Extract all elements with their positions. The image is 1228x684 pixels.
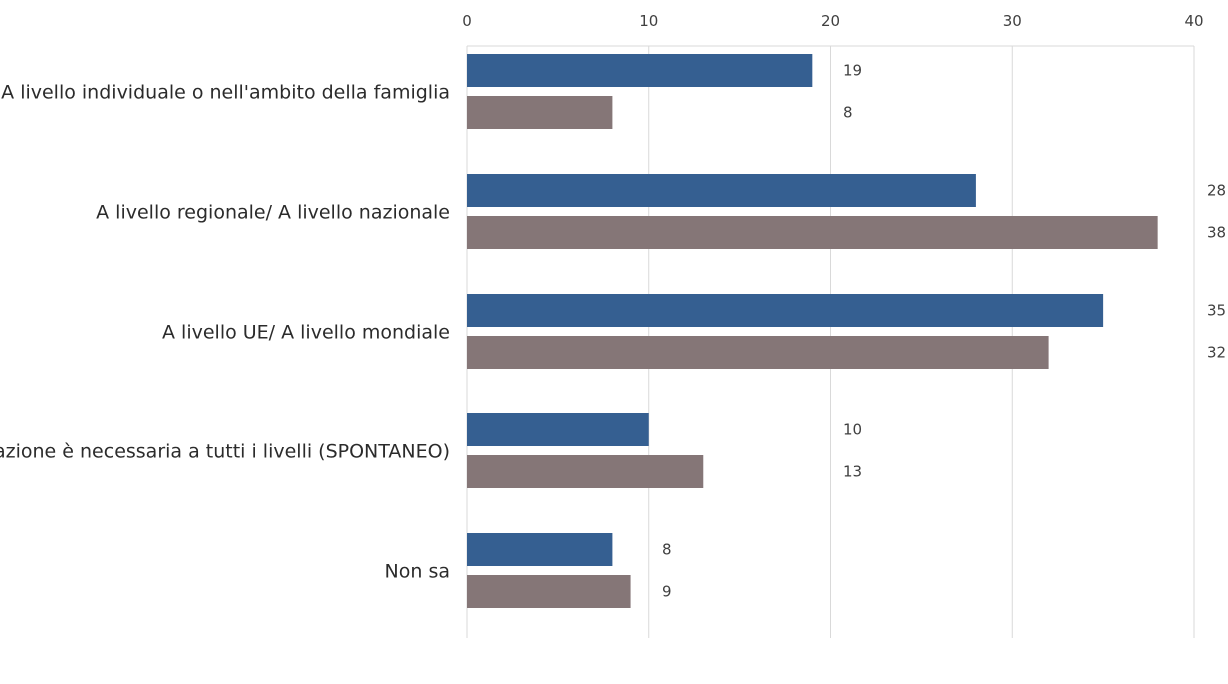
data-label: 13 xyxy=(843,463,862,481)
bar-series2-0 xyxy=(467,96,613,129)
data-label: 8 xyxy=(843,104,853,122)
x-tick-label: 10 xyxy=(639,12,658,30)
category-label: Non sa xyxy=(385,561,450,583)
bar-series2-3 xyxy=(467,455,704,488)
x-tick-label: 40 xyxy=(1184,12,1203,30)
x-axis-ticks: 0 10 20 30 40 xyxy=(462,12,1203,30)
data-label: 38 xyxy=(1207,224,1226,242)
data-labels: 19 28 35 10 8 8 38 32 13 9 xyxy=(662,62,1226,601)
bar-series1-4 xyxy=(467,533,613,566)
bar-series1-0 xyxy=(467,54,813,87)
bar-series1-1 xyxy=(467,174,976,207)
bars xyxy=(467,54,1158,608)
data-label: 8 xyxy=(662,541,672,559)
data-label: 9 xyxy=(662,583,672,601)
data-label: 19 xyxy=(843,62,862,80)
bar-series1-3 xyxy=(467,413,649,446)
data-label: 10 xyxy=(843,421,862,439)
data-label: 35 xyxy=(1207,302,1226,320)
bar-series2-4 xyxy=(467,575,631,608)
data-label: 32 xyxy=(1207,344,1226,362)
category-label: L'azione è necessaria a tutti i livelli … xyxy=(0,441,450,463)
category-label: A livello UE/ A livello mondiale xyxy=(162,322,450,344)
bar-series2-2 xyxy=(467,336,1049,369)
category-labels: A livello individuale o nell'ambito dell… xyxy=(0,82,450,583)
data-label: 28 xyxy=(1207,182,1226,200)
category-label: A livello individuale o nell'ambito dell… xyxy=(1,82,450,104)
category-label: A livello regionale/ A livello nazionale xyxy=(96,202,450,224)
x-tick-label: 20 xyxy=(821,12,840,30)
x-tick-label: 30 xyxy=(1003,12,1022,30)
x-tick-label: 0 xyxy=(462,12,472,30)
bar-series2-1 xyxy=(467,216,1158,249)
bar-series1-2 xyxy=(467,294,1104,327)
